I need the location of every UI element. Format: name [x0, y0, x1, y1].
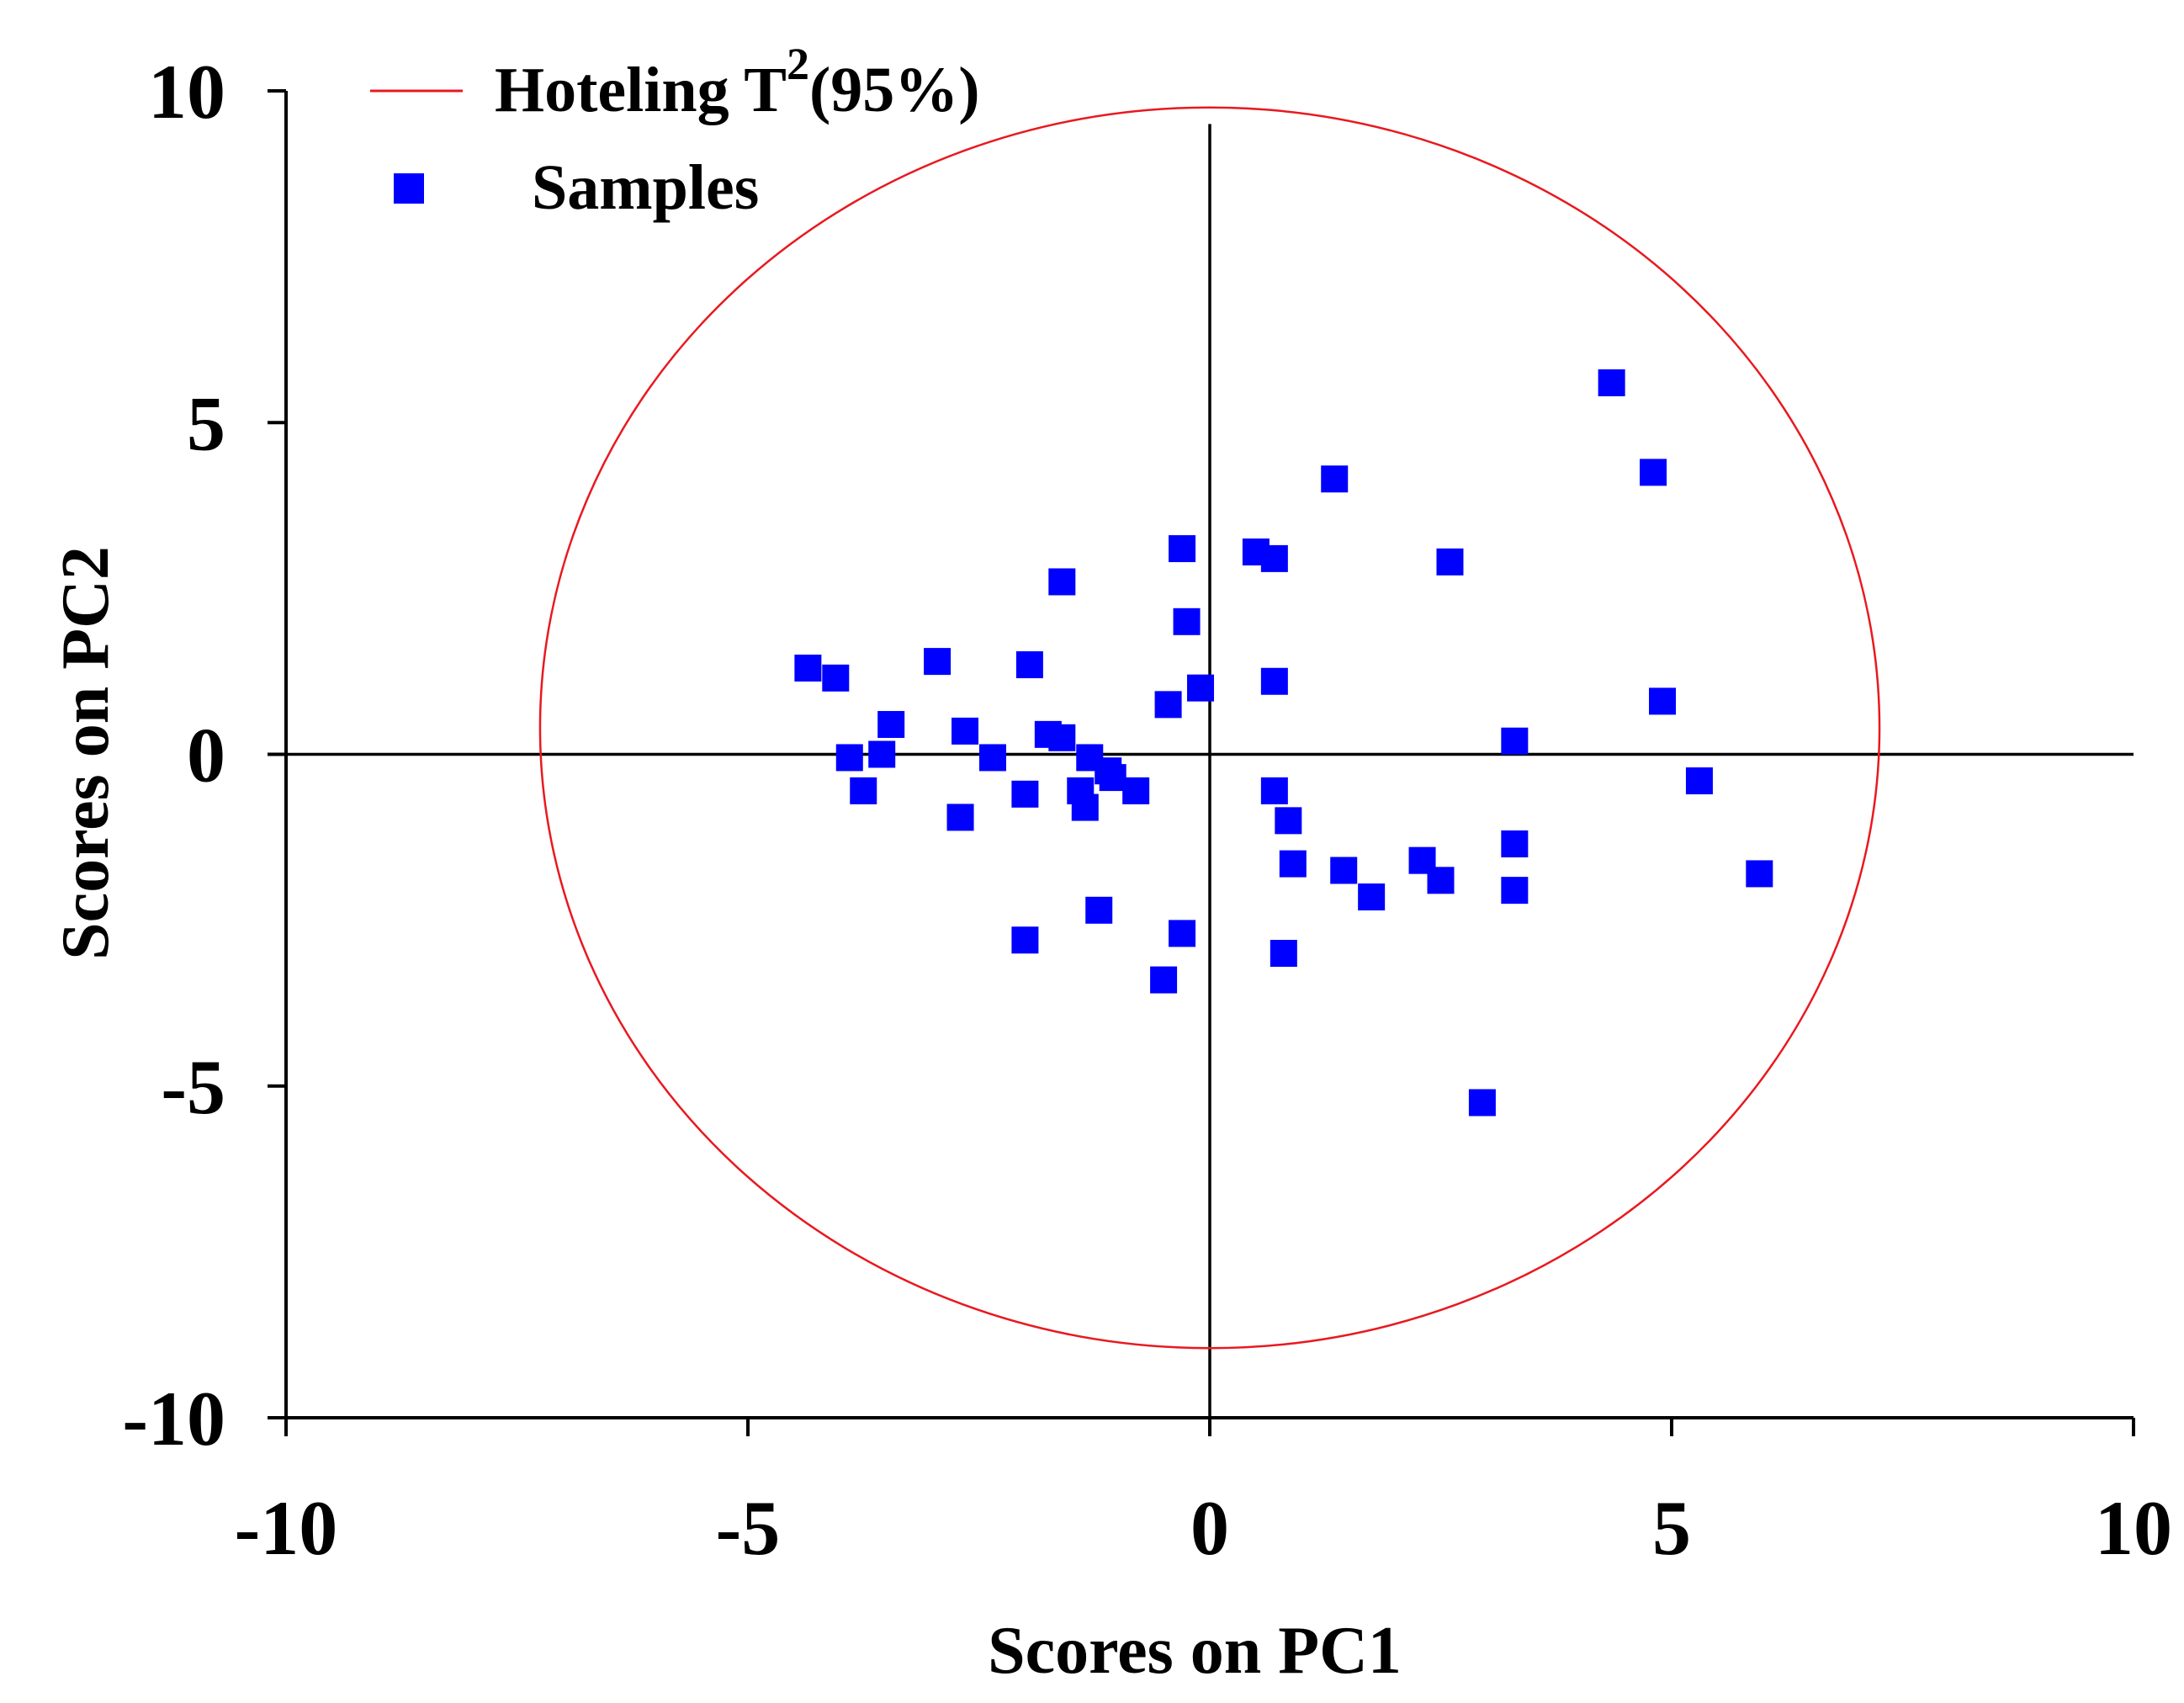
sample-point — [1015, 651, 1043, 679]
sample-point — [1187, 674, 1215, 702]
sample-point — [868, 740, 896, 768]
sample-point — [1260, 544, 1288, 572]
legend: Hoteling T2(95%) Samples — [370, 39, 980, 223]
y-tick-label: 5 — [187, 380, 225, 466]
sample-points-layer — [794, 369, 1773, 1117]
sample-point — [1746, 860, 1773, 888]
sample-point — [1649, 687, 1677, 715]
legend-samples-swatch — [394, 173, 424, 204]
sample-point — [978, 744, 1006, 772]
zero-reference-lines — [286, 124, 2134, 1418]
x-tick-label: -10 — [235, 1485, 338, 1571]
x-tick-label: 10 — [2095, 1485, 2172, 1571]
sample-point — [1150, 966, 1178, 994]
x-axis-title: Scores on PC1 — [988, 1614, 1402, 1688]
x-tick-label: 0 — [1190, 1485, 1229, 1571]
y-tick-label: 0 — [187, 713, 225, 798]
sample-point — [1427, 867, 1455, 894]
sample-point — [1173, 607, 1201, 635]
sample-point — [1270, 940, 1297, 968]
sample-point — [1640, 459, 1667, 486]
sample-point — [1501, 877, 1529, 905]
sample-point — [1085, 896, 1113, 924]
sample-point — [1071, 793, 1099, 821]
sample-point — [835, 744, 863, 772]
y-tick-label: -10 — [122, 1376, 225, 1462]
sample-point — [1169, 920, 1196, 947]
sample-point — [1260, 667, 1288, 695]
axis-ticks: -10 -5 0 5 10 -10 -5 0 5 10 — [122, 49, 2172, 1571]
legend-ellipse-label-sup: 2 — [787, 39, 809, 89]
sample-point — [1011, 780, 1039, 808]
hoteling-t2-ellipse — [538, 106, 1881, 1350]
sample-point — [1122, 777, 1150, 804]
sample-point — [822, 664, 850, 692]
x-tick-label: -5 — [716, 1485, 781, 1571]
sample-point — [850, 777, 877, 804]
sample-point — [952, 717, 979, 745]
sample-point — [794, 654, 822, 682]
sample-point — [877, 711, 905, 739]
sample-point — [1099, 764, 1126, 792]
legend-samples-label: Samples — [532, 152, 759, 223]
sample-point — [1011, 926, 1039, 954]
confidence-ellipse-layer — [538, 106, 1881, 1350]
legend-ellipse-label-main: Hoteling T — [495, 55, 787, 125]
sample-point — [1260, 777, 1288, 804]
sample-point — [1501, 727, 1529, 755]
legend-ellipse-label: Hoteling T2(95%) — [495, 39, 980, 125]
y-tick-label: -5 — [161, 1044, 225, 1130]
y-tick-label: 10 — [148, 49, 225, 135]
sample-point — [1048, 568, 1076, 596]
sample-point — [924, 648, 952, 676]
legend-ellipse-label-tail: (95%) — [809, 55, 980, 125]
sample-point — [1279, 850, 1307, 878]
sample-point — [1358, 883, 1386, 911]
sample-point — [1169, 535, 1196, 563]
sample-point — [1275, 807, 1302, 835]
sample-point — [1685, 767, 1713, 795]
sample-point — [1501, 830, 1529, 857]
sample-point — [1598, 369, 1625, 396]
sample-point — [1321, 465, 1349, 493]
sample-point — [1154, 691, 1182, 719]
sample-point — [1468, 1089, 1496, 1117]
y-axis-title: Scores on PC2 — [49, 546, 123, 960]
sample-point — [946, 804, 974, 831]
x-tick-label: 5 — [1652, 1485, 1691, 1571]
sample-point — [1048, 724, 1076, 751]
sample-point — [1436, 548, 1464, 576]
sample-point — [1330, 857, 1358, 884]
